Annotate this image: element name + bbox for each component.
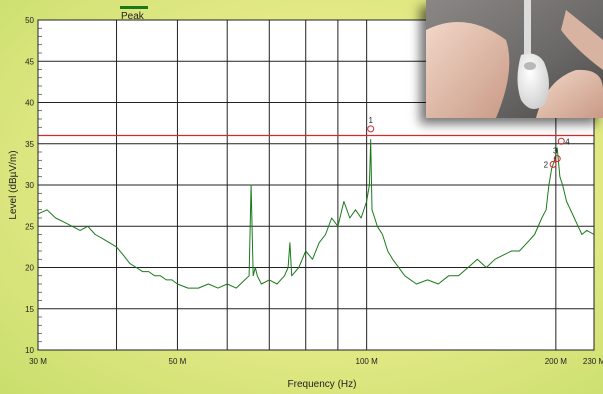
y-tick-label: 20	[25, 264, 34, 273]
x-tick-label: 50 M	[169, 357, 187, 366]
legend-swatch	[120, 6, 148, 9]
y-tick-label: 10	[25, 346, 34, 355]
x-tick-label: 200 M	[545, 357, 568, 366]
earbud-photo-illustration	[426, 0, 603, 118]
y-axis-title: Level (dBµV/m)	[8, 150, 19, 219]
y-tick-labels: 10 15 20 25 30 35 40 45 50	[25, 16, 34, 355]
x-tick-label: 230 M	[583, 357, 603, 366]
series-group	[37, 139, 595, 289]
marker-point	[557, 137, 565, 145]
y-tick-label: 40	[25, 99, 34, 108]
x-axis-title: Frequency (Hz)	[288, 379, 357, 390]
marker-label: 1	[368, 116, 373, 125]
marker-label: 3	[553, 147, 558, 156]
y-tick-label: 45	[25, 57, 34, 66]
series-line-peak	[37, 139, 595, 289]
y-tick-label: 50	[25, 16, 34, 25]
marker-label: 4	[565, 137, 570, 146]
marker-point	[367, 125, 375, 133]
marker-point	[553, 155, 561, 163]
legend: Peak	[120, 6, 148, 22]
y-tick-label: 35	[25, 140, 34, 149]
x-tick-label: 30 M	[29, 357, 47, 366]
y-tick-label: 30	[25, 181, 34, 190]
x-tick-label: 100 M	[356, 357, 379, 366]
marker-point	[549, 160, 557, 168]
marker-label: 2	[544, 160, 549, 169]
y-tick-label: 15	[25, 305, 34, 314]
legend-label: Peak	[121, 11, 145, 22]
earbud-photo	[426, 0, 603, 118]
plot-border	[37, 19, 595, 351]
y-tick-label: 25	[25, 222, 34, 231]
marker-group: 1 234	[367, 116, 570, 169]
x-tick-labels: 30 M 50 M 100 M 200 M 230 M	[29, 357, 603, 366]
